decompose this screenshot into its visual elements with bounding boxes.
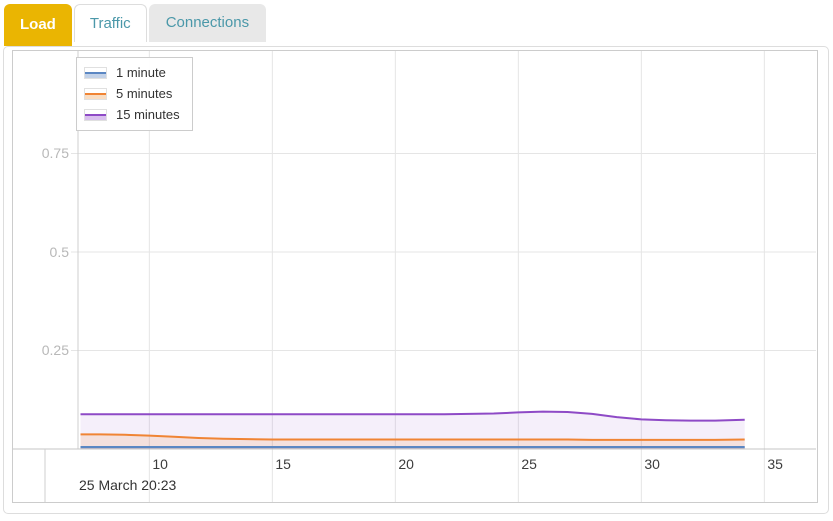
y-tick-label: 0.25 <box>41 342 69 359</box>
chart-panel: 0.75 0.5 0.25 10 15 20 25 30 35 25 March… <box>3 46 829 514</box>
legend-swatch-1-minute-icon <box>84 66 107 79</box>
y-tick-label: 0.75 <box>41 145 69 162</box>
tab-load[interactable]: Load <box>4 4 72 46</box>
legend-swatch-15-minutes-icon <box>84 108 107 121</box>
chart-svg <box>13 51 816 502</box>
legend-label: 5 minutes <box>116 86 173 101</box>
x-tick-label: 10 <box>152 456 168 472</box>
x-tick-label: 25 <box>521 456 537 472</box>
legend-label: 15 minutes <box>116 107 180 122</box>
legend: 1 minute 5 minutes 15 minutes <box>76 57 193 131</box>
chart-container: 0.75 0.5 0.25 10 15 20 25 30 35 25 March… <box>12 50 818 503</box>
tab-connections[interactable]: Connections <box>148 4 267 42</box>
legend-item-5-minutes: 5 minutes <box>84 83 180 104</box>
x-tick-label: 30 <box>644 456 660 472</box>
legend-label: 1 minute <box>116 65 166 80</box>
legend-item-15-minutes: 15 minutes <box>84 104 180 125</box>
y-tick-label: 0.5 <box>49 243 69 260</box>
tab-bar: Load Traffic Connections <box>4 4 267 46</box>
x-tick-label: 35 <box>767 456 783 472</box>
legend-item-1-minute: 1 minute <box>84 62 180 83</box>
x-tick-label: 20 <box>398 456 414 472</box>
tab-traffic[interactable]: Traffic <box>73 4 147 42</box>
legend-swatch-5-minutes-icon <box>84 87 107 100</box>
x-axis-date-label: 25 March 20:23 <box>79 477 177 493</box>
x-tick-label: 15 <box>275 456 291 472</box>
